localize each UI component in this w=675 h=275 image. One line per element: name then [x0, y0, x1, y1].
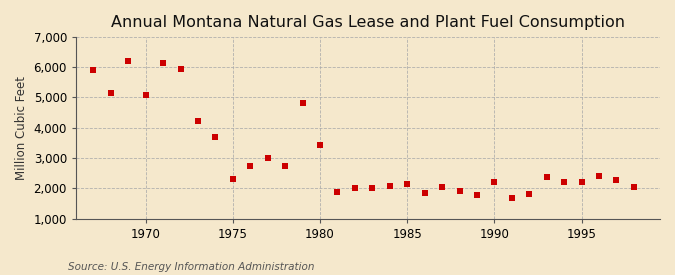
- Point: [123, 59, 134, 63]
- Point: [489, 180, 500, 184]
- Point: [402, 182, 412, 187]
- Text: Source: U.S. Energy Information Administration: Source: U.S. Energy Information Administ…: [68, 262, 314, 272]
- Point: [367, 186, 378, 190]
- Point: [140, 93, 151, 97]
- Point: [437, 185, 448, 189]
- Point: [576, 180, 587, 184]
- Point: [541, 174, 552, 179]
- Point: [419, 190, 430, 195]
- Y-axis label: Million Cubic Feet: Million Cubic Feet: [15, 76, 28, 180]
- Point: [210, 135, 221, 139]
- Point: [105, 91, 116, 95]
- Point: [158, 60, 169, 65]
- Point: [384, 184, 395, 188]
- Point: [88, 68, 99, 72]
- Point: [593, 174, 604, 178]
- Point: [506, 196, 517, 200]
- Point: [192, 119, 203, 123]
- Point: [332, 190, 343, 194]
- Point: [263, 156, 273, 160]
- Point: [628, 185, 639, 190]
- Point: [297, 101, 308, 105]
- Point: [472, 193, 483, 197]
- Point: [279, 163, 290, 168]
- Point: [176, 66, 186, 71]
- Point: [524, 192, 535, 196]
- Point: [350, 186, 360, 191]
- Point: [559, 180, 570, 184]
- Point: [227, 177, 238, 182]
- Point: [245, 163, 256, 168]
- Point: [315, 143, 325, 147]
- Point: [611, 178, 622, 182]
- Title: Annual Montana Natural Gas Lease and Plant Fuel Consumption: Annual Montana Natural Gas Lease and Pla…: [111, 15, 625, 30]
- Point: [454, 189, 465, 194]
